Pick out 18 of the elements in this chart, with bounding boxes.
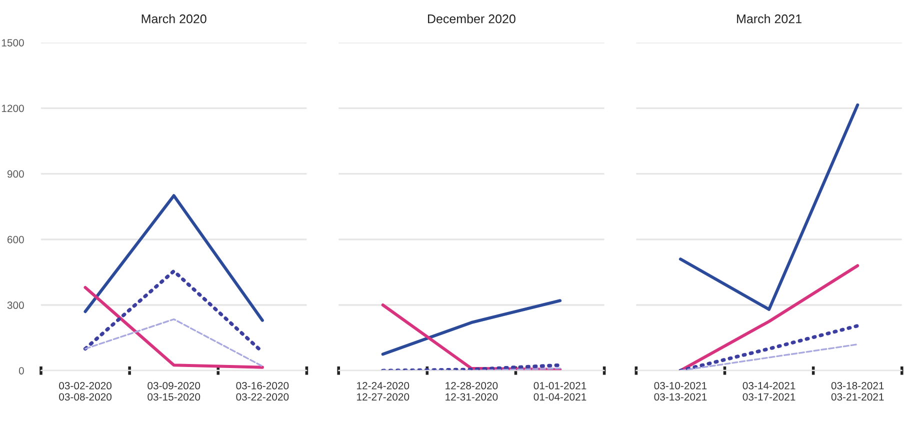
y-tick-label: 300	[7, 302, 24, 309]
x-tick-label: 03-09-2020 03-15-2020	[148, 382, 200, 401]
y-tick-label: 600	[7, 236, 24, 244]
x-tick-label: 03-02-2020 03-08-2020	[59, 382, 112, 401]
x-tick-label: 03-16-2020 03-22-2020	[236, 382, 289, 401]
chart-title: December 2020	[428, 14, 516, 24]
chart-title: March 2021	[737, 14, 802, 24]
y-tick-label: 1200	[2, 104, 24, 112]
y-tick-label: 1500	[2, 39, 24, 46]
x-tick-label: 01-01-2021 01-04-2021	[534, 382, 586, 401]
x-tick-label: 03-10-2021 03-13-2021	[654, 382, 707, 401]
y-tick-label: 900	[7, 170, 24, 178]
x-tick-label: 12-28-2020 12-31-2020	[446, 382, 498, 401]
x-tick-label: 12-24-2020 12-27-2020	[357, 382, 410, 401]
x-tick-label: 03-14-2021 03-17-2021	[742, 382, 796, 401]
x-tick-label: 03-18-2021 03-21-2021	[831, 382, 884, 401]
y-tick-label: 0	[18, 367, 24, 374]
chart-title: March 2020	[142, 14, 206, 24]
